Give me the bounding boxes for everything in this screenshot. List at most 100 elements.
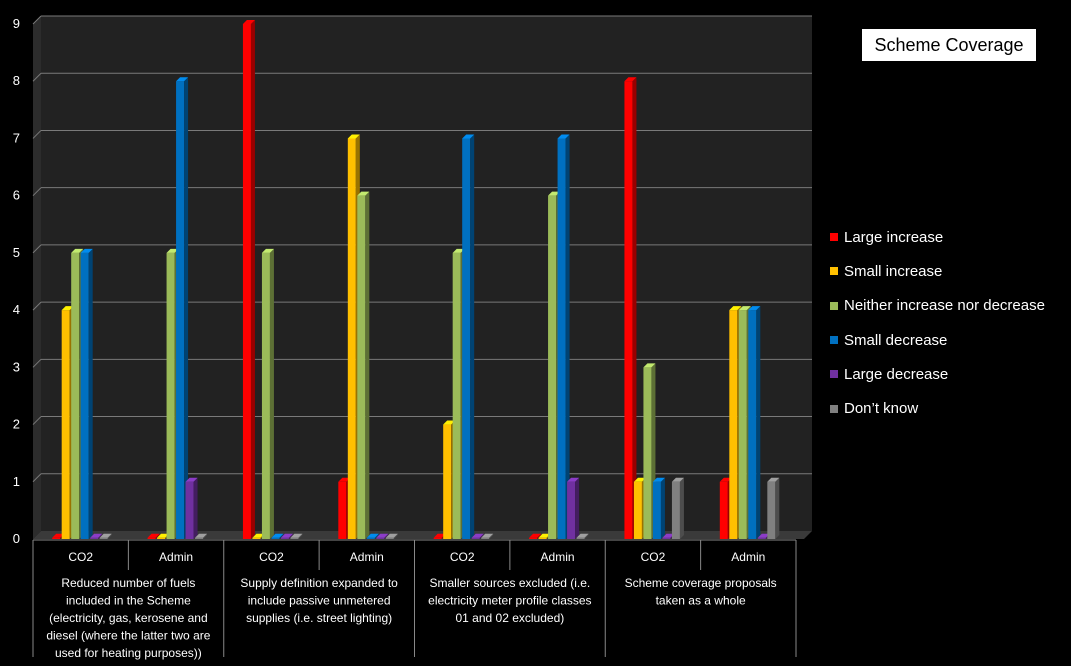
bar-face	[576, 537, 585, 539]
legend-label: Don’t know	[844, 400, 919, 418]
bar-top	[157, 533, 170, 538]
bar-side	[756, 306, 761, 539]
bar-top	[567, 477, 580, 482]
bar-face	[338, 481, 347, 539]
x-tick-label: CO2	[641, 550, 666, 564]
bar-side	[660, 477, 665, 539]
bar-top	[195, 533, 208, 538]
legend-label: Large increase	[844, 228, 944, 246]
legend-item: Don’t know	[830, 391, 1045, 425]
group-label-line: Supply definition expanded to	[240, 576, 398, 590]
bar-top	[99, 533, 112, 538]
group-label-line: diesel (where the latter two are	[46, 629, 210, 643]
bar-face	[452, 252, 461, 539]
bar-face	[61, 310, 70, 539]
gridline	[32, 187, 42, 197]
bar	[471, 533, 484, 539]
bar-face	[185, 481, 194, 539]
bar	[147, 533, 160, 539]
bar-top	[576, 533, 589, 538]
bar-face	[757, 537, 766, 539]
bar-face	[567, 481, 576, 539]
bar-top	[252, 533, 265, 538]
bar	[767, 477, 780, 539]
bar-face	[280, 537, 289, 539]
bar-face	[529, 537, 538, 539]
bar	[271, 533, 284, 539]
group-label-line: used for heating purposes))	[55, 646, 202, 660]
y-tick-label: 1	[13, 474, 20, 489]
bar	[80, 248, 93, 539]
bar-side	[155, 533, 160, 539]
bar-face	[80, 252, 89, 539]
y-tick-label: 8	[13, 73, 20, 88]
y-axis-ticks: 0 1 2 3 4 5 6 7 8 9	[13, 16, 20, 546]
bar	[90, 533, 103, 539]
bar-face	[176, 81, 185, 539]
group-label-line: taken as a whole	[656, 594, 746, 608]
y-tick-label: 7	[13, 130, 20, 145]
side-wall	[33, 16, 41, 539]
bar-top	[729, 306, 742, 311]
bar-top	[462, 134, 475, 139]
bar-side	[632, 77, 637, 539]
bar-face	[347, 138, 356, 539]
bar-face	[99, 537, 108, 539]
bar-side	[393, 533, 398, 539]
gridline	[32, 358, 42, 368]
bar-top	[624, 77, 637, 82]
bar-top	[652, 477, 665, 482]
bar-side	[470, 134, 475, 539]
bar-top	[242, 20, 255, 24]
bar-side	[584, 533, 589, 539]
bar	[462, 134, 475, 539]
gridline	[32, 473, 42, 483]
legend-swatch	[830, 301, 838, 310]
bar-face	[90, 537, 99, 539]
x-tick-label: CO2	[450, 550, 475, 564]
bar	[576, 533, 589, 539]
bar-top	[185, 477, 198, 482]
bar-top	[290, 533, 303, 538]
bar-top	[80, 248, 93, 253]
group-label-line: Smaller sources excluded (i.e.	[430, 576, 591, 590]
bar-top	[633, 477, 646, 482]
bar-top	[452, 248, 465, 253]
bar-top	[471, 533, 484, 538]
bar-face	[738, 310, 747, 539]
bar	[671, 477, 684, 539]
bar-side	[679, 477, 684, 539]
bar-top	[481, 533, 494, 538]
bar-top	[443, 420, 456, 425]
gridline	[32, 130, 42, 139]
bar-face	[271, 537, 280, 539]
bar	[567, 477, 580, 539]
gridline	[32, 416, 42, 425]
bar-face	[548, 195, 557, 539]
group-label-line: included in the Scheme	[66, 594, 191, 608]
bar-top	[433, 533, 446, 538]
bar-face	[71, 252, 80, 539]
bar-face	[643, 367, 652, 539]
gridline	[32, 301, 42, 311]
bar-top	[271, 533, 284, 538]
bar-face	[729, 310, 738, 539]
bar-face	[195, 537, 204, 539]
bar-face	[433, 537, 442, 539]
bar-face	[481, 537, 490, 539]
bar-face	[366, 537, 375, 539]
bar-top	[757, 533, 770, 538]
bar	[185, 477, 198, 539]
gridline	[32, 15, 42, 25]
bar-top	[376, 533, 389, 538]
bar	[242, 20, 255, 539]
bar-side	[479, 533, 484, 539]
bar-face	[671, 481, 680, 539]
bar-top	[385, 533, 398, 538]
group-label-line: electricity meter profile classes	[428, 594, 591, 608]
bar-top	[671, 477, 684, 482]
bar-face	[357, 195, 366, 539]
bar-top	[366, 533, 379, 538]
bar-top	[347, 134, 360, 139]
